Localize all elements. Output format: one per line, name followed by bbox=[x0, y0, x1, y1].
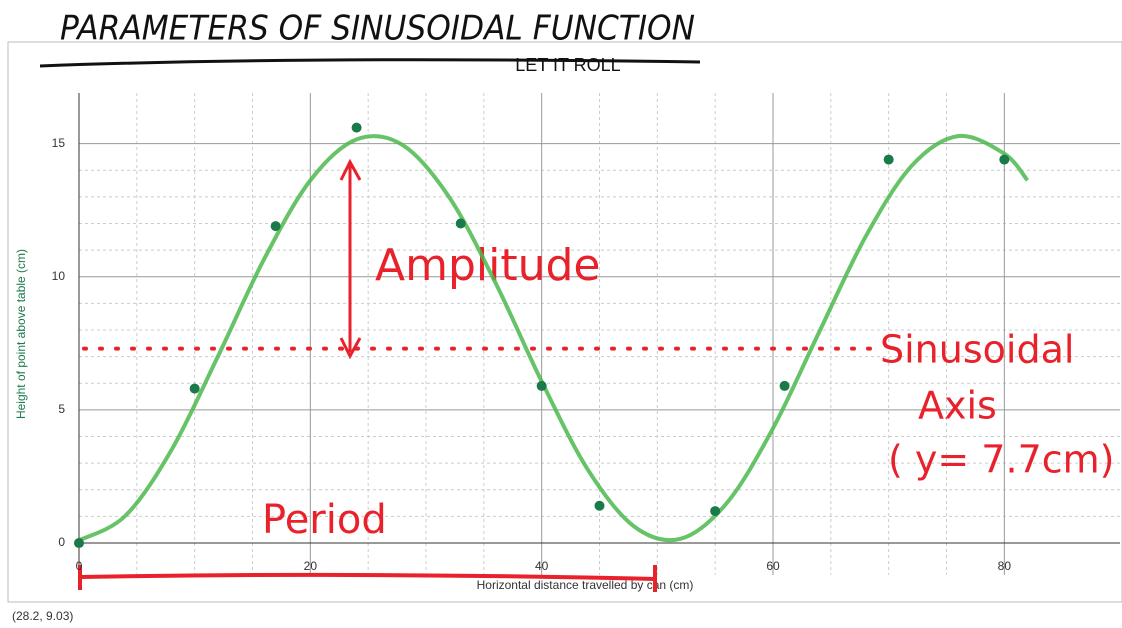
amplitude-arrow bbox=[339, 158, 362, 360]
y-tick-label: 5 bbox=[58, 402, 65, 416]
chart-title: LET IT ROLL bbox=[515, 55, 620, 75]
x-tick-label: 40 bbox=[535, 559, 549, 573]
fit-curve bbox=[78, 134, 1030, 543]
period-label: Period bbox=[262, 497, 387, 543]
data-point bbox=[779, 380, 790, 391]
title-underline bbox=[39, 58, 701, 68]
axis-label: ( y= 7.7cm) bbox=[888, 438, 1114, 482]
axis-label: Sinusoidal bbox=[880, 328, 1074, 372]
frame bbox=[7, 41, 1122, 603]
data-point bbox=[536, 380, 547, 391]
x-tick-label: 0 bbox=[76, 559, 83, 573]
grid bbox=[78, 93, 1120, 575]
data-point bbox=[883, 154, 894, 165]
y-tick-label: 10 bbox=[52, 269, 66, 283]
x-tick-label: 20 bbox=[304, 559, 318, 573]
period-bracket bbox=[78, 565, 657, 592]
data-point bbox=[189, 383, 200, 394]
data-point bbox=[710, 506, 721, 517]
data-point bbox=[455, 218, 466, 229]
y-tick-label: 0 bbox=[58, 535, 65, 549]
x-axis-label: Horizontal distance travelled by can (cm… bbox=[477, 578, 694, 592]
status: (28.2, 9.03) bbox=[12, 609, 73, 623]
x-tick-label: 80 bbox=[998, 559, 1012, 573]
data-point bbox=[74, 538, 84, 549]
y-tick-label: 15 bbox=[52, 136, 66, 150]
handwritten-title: PARAMETERS OF SINUSOIDAL FUNCTION bbox=[60, 9, 695, 49]
y-axis-label: Height of point above table (cm) bbox=[14, 249, 28, 419]
data-point bbox=[999, 154, 1010, 165]
x-tick-label: 60 bbox=[766, 559, 780, 573]
axis-label: Axis bbox=[918, 384, 997, 428]
data-point bbox=[270, 221, 281, 232]
data-point bbox=[594, 500, 605, 511]
data-point bbox=[351, 122, 362, 133]
